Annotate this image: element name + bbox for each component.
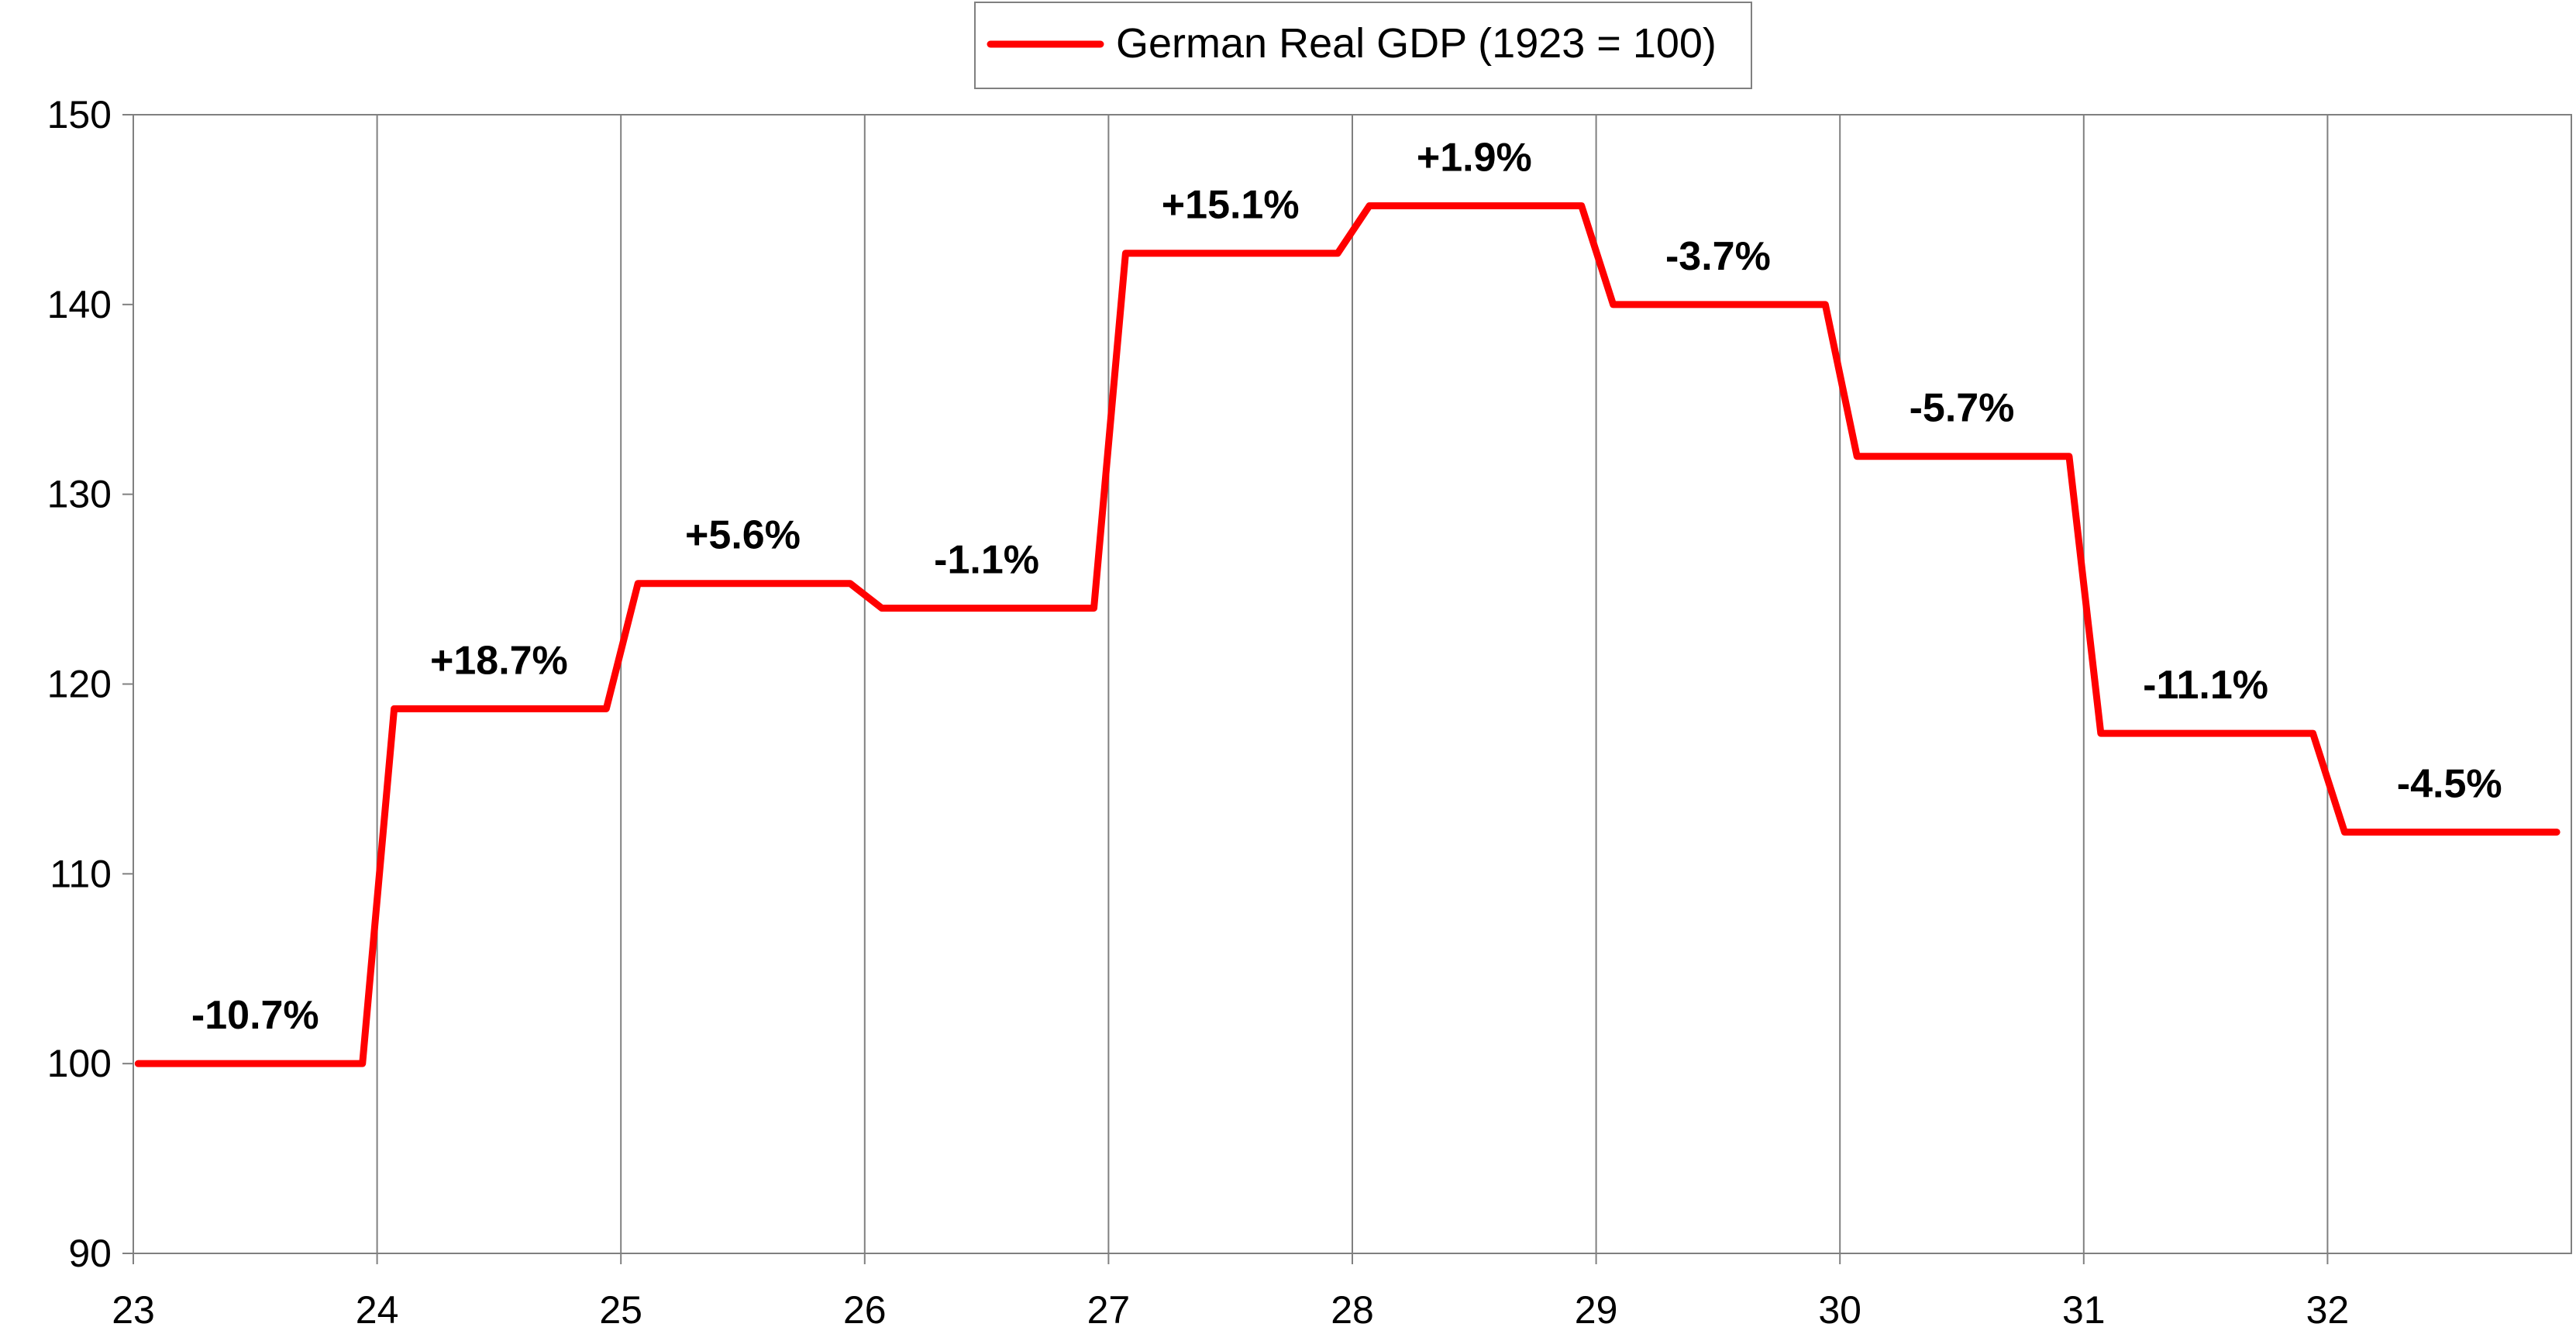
- x-tick-label-31: 31: [2062, 1288, 2106, 1332]
- data-label-30: -5.7%: [1910, 386, 2015, 431]
- data-label-25: +5.6%: [685, 513, 801, 558]
- y-tick-label-130: 130: [47, 473, 112, 516]
- y-tick-label-90: 90: [68, 1232, 112, 1275]
- y-tick-label-140: 140: [47, 283, 112, 326]
- x-axis-ticks: 23 24 25 26 27 28 29 30 31 32: [112, 1253, 2349, 1332]
- x-tick-label-23: 23: [112, 1288, 155, 1332]
- legend-box: [974, 2, 1752, 89]
- series-line-german-real-gdp: [134, 202, 2561, 1067]
- x-tick-label-32: 32: [2306, 1288, 2350, 1332]
- data-label-29: -3.7%: [1665, 234, 1771, 279]
- legend: German Real GDP (1923 = 100): [974, 2, 1752, 89]
- data-label-32: -4.5%: [2397, 761, 2502, 806]
- x-tick-label-25: 25: [599, 1288, 642, 1332]
- y-axis-ticks: 90 100 110 120 130 140 150: [47, 93, 133, 1275]
- x-tick-label-24: 24: [356, 1288, 399, 1332]
- data-label-24: +18.7%: [430, 638, 568, 683]
- data-label-23: -10.7%: [191, 993, 319, 1038]
- data-label-31: -11.1%: [2143, 663, 2268, 708]
- y-tick-label-110: 110: [50, 852, 112, 895]
- y-tick-label-100: 100: [47, 1042, 112, 1085]
- data-label-28: +1.9%: [1417, 136, 1532, 181]
- data-label-26: -1.1%: [934, 538, 1039, 583]
- data-labels: -10.7% +18.7% +5.6% -1.1% +15.1% +1.9% -3.7% -5…: [191, 136, 2502, 1039]
- data-label-27: +15.1%: [1162, 183, 1300, 228]
- y-tick-label-120: 120: [47, 663, 112, 706]
- x-tick-label-29: 29: [1575, 1288, 1618, 1332]
- x-tick-label-30: 30: [1818, 1288, 1861, 1332]
- x-tick-label-28: 28: [1331, 1288, 1374, 1332]
- x-tick-label-26: 26: [843, 1288, 887, 1332]
- gridlines: [376, 115, 2329, 1253]
- legend-label: German Real GDP (1923 = 100): [1116, 20, 1717, 67]
- x-tick-label-27: 27: [1087, 1288, 1131, 1332]
- y-tick-label-150: 150: [47, 93, 112, 136]
